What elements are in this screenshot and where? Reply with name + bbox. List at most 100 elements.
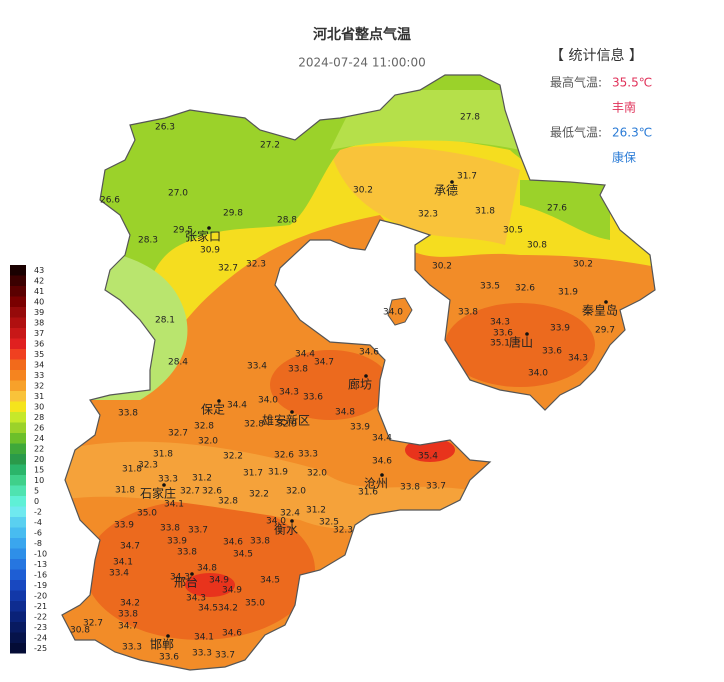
station-value: 34.4	[295, 350, 315, 360]
legend-swatch	[10, 506, 26, 517]
station-value: 34.0	[528, 369, 548, 379]
legend-label: 38	[34, 318, 44, 327]
station-value: 33.9	[167, 537, 187, 547]
city-name: 邯郸	[150, 637, 174, 652]
station-value: 33.3	[122, 643, 142, 653]
legend-swatch	[10, 611, 26, 622]
station-value: 30.8	[527, 241, 547, 251]
station-value: 34.4	[227, 401, 247, 411]
legend-swatch	[10, 338, 26, 349]
station-value: 32.8	[218, 497, 238, 507]
station-value: 32.2	[249, 490, 269, 500]
legend-swatch	[10, 580, 26, 591]
city-dot	[207, 226, 211, 230]
station-value: 33.6	[493, 329, 513, 339]
legend-swatch	[10, 265, 26, 276]
station-value: 34.3	[490, 318, 510, 328]
station-value: 34.6	[359, 348, 379, 358]
legend-swatch	[10, 391, 26, 402]
station-value: 33.8	[400, 483, 420, 493]
station-value: 31.8	[115, 486, 135, 496]
station-value: 34.5	[198, 604, 218, 614]
station-value: 32.6	[202, 487, 222, 497]
station-value: 32.0	[286, 487, 306, 497]
station-value: 34.0	[266, 517, 286, 527]
station-value: 34.7	[314, 358, 334, 368]
legend-swatch	[10, 286, 26, 297]
station-value: 34.4	[372, 434, 392, 444]
legend-label: -25	[34, 644, 47, 653]
legend-swatch	[10, 433, 26, 444]
station-value: 32.3	[246, 260, 266, 270]
city-dot	[604, 300, 608, 304]
legend-label: 42	[34, 276, 44, 285]
station-value: 28.8	[277, 216, 297, 226]
legend-label: 31	[34, 392, 44, 401]
station-value: 33.7	[188, 526, 208, 536]
station-value: 32.7	[168, 429, 188, 439]
legend-label: -23	[34, 623, 47, 632]
station-value: 32.3	[333, 526, 353, 536]
legend-label: 35	[34, 350, 44, 359]
city-dot	[162, 483, 166, 487]
legend-swatch	[10, 590, 26, 601]
station-value: 34.6	[223, 538, 243, 548]
min-label: 最低气温:	[550, 125, 602, 140]
city-name: 廊坊	[348, 377, 372, 392]
station-value: 30.2	[573, 260, 593, 270]
timestamp: 2024-07-24 11:00:00	[298, 56, 425, 70]
legend-label: 15	[34, 465, 44, 474]
legend-swatch	[10, 296, 26, 307]
station-value: 32.9	[277, 420, 297, 430]
city-dot	[290, 410, 294, 414]
station-value: 34.3	[186, 594, 206, 604]
legend-label: -6	[34, 528, 42, 537]
max-label: 最高气温:	[550, 75, 602, 90]
station-value: 33.8	[458, 308, 478, 318]
legend-label: 37	[34, 329, 44, 338]
station-value: 29.5	[173, 226, 193, 236]
station-value: 31.2	[192, 474, 212, 484]
station-value: 34.2	[218, 604, 238, 614]
station-value: 34.1	[194, 633, 214, 643]
legend-swatch	[10, 328, 26, 339]
station-value: 34.6	[222, 629, 242, 639]
station-value: 35.4	[418, 452, 438, 462]
station-value: 34.8	[335, 408, 355, 418]
station-value: 31.6	[358, 488, 378, 498]
station-value: 33.3	[298, 450, 318, 460]
legend-swatch	[10, 401, 26, 412]
stats-heading: 【 统计信息 】	[550, 47, 643, 64]
station-value: 32.3	[138, 461, 158, 471]
station-value: 30.8	[70, 626, 90, 636]
station-value: 30.2	[432, 262, 452, 272]
legend-label: 32	[34, 381, 44, 390]
legend-swatch	[10, 317, 26, 328]
legend-label: 30	[34, 402, 44, 411]
station-value: 33.8	[118, 409, 138, 419]
legend-swatch	[10, 632, 26, 643]
station-value: 33.8	[118, 610, 138, 620]
station-value: 34.7	[120, 542, 140, 552]
station-value: 32.5	[319, 518, 339, 528]
station-value: 33.6	[159, 653, 179, 663]
max-value: 35.5℃	[612, 76, 652, 90]
station-value: 30.5	[503, 226, 523, 236]
station-value: 28.3	[138, 236, 158, 246]
station-value: 31.7	[457, 172, 477, 182]
station-value: 34.5	[260, 576, 280, 586]
city-dot	[290, 519, 294, 523]
station-value: 28.4	[168, 358, 188, 368]
station-value: 33.4	[247, 362, 267, 372]
station-value: 29.7	[595, 326, 615, 336]
station-value: 33.6	[303, 393, 323, 403]
station-value: 31.2	[306, 506, 326, 516]
legend-label: -22	[34, 612, 47, 621]
station-value: 31.8	[153, 450, 173, 460]
station-value: 27.2	[260, 141, 280, 151]
legend-label: -13	[34, 560, 47, 569]
legend-swatch	[10, 475, 26, 486]
station-value: 31.8	[475, 207, 495, 217]
